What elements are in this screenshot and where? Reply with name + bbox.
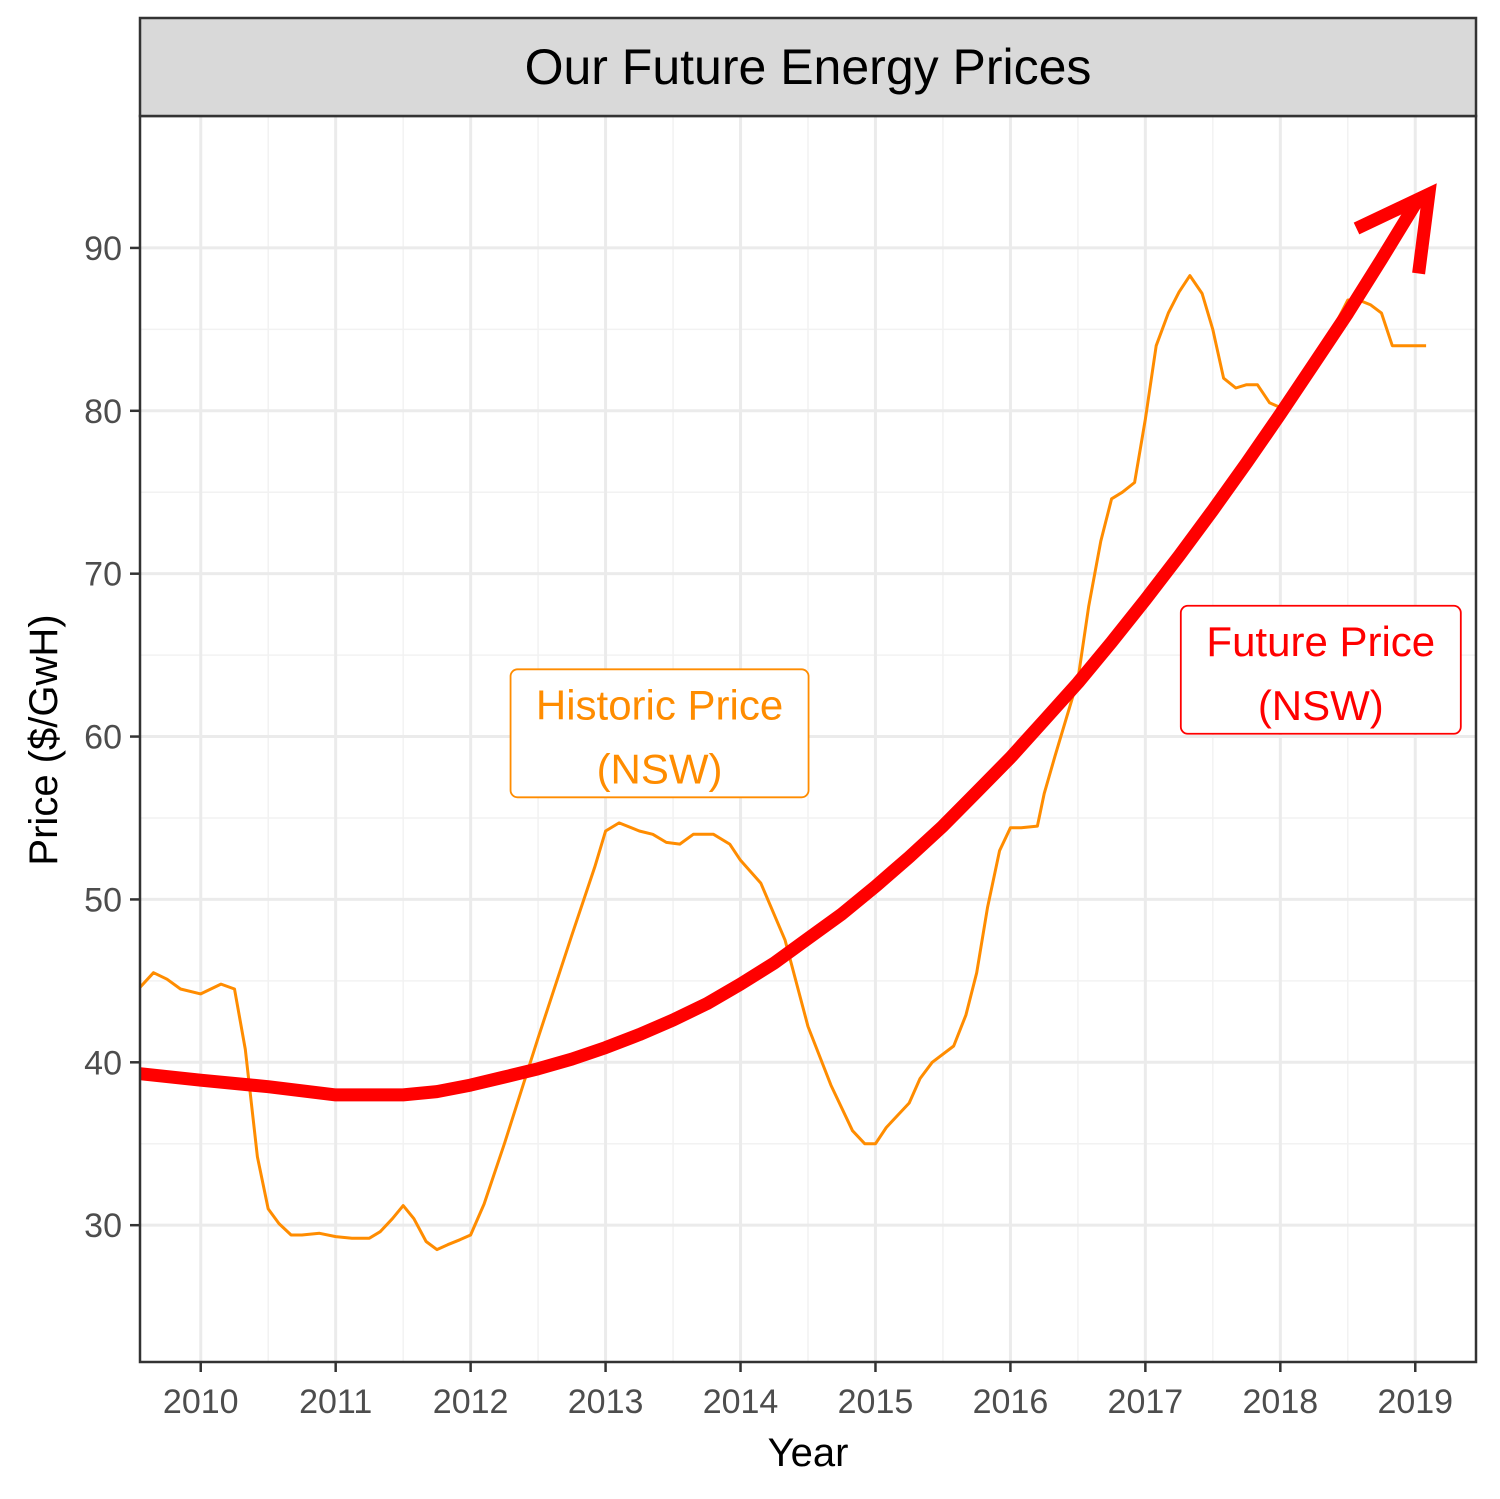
x-tick-label: 2017 xyxy=(1108,1383,1184,1421)
future-price-arrowhead xyxy=(1353,183,1437,275)
y-tick-label: 80 xyxy=(84,393,122,431)
y-axis: 30 40 50 60 70 80 90 xyxy=(84,230,140,1245)
y-tick-label: 90 xyxy=(84,230,122,268)
x-axis-title: Year xyxy=(768,1431,849,1475)
x-tick-label: 2016 xyxy=(973,1383,1049,1421)
x-tick-label: 2010 xyxy=(163,1383,239,1421)
annotation-box xyxy=(509,668,810,799)
series-layer xyxy=(138,183,1437,1252)
y-tick-label: 30 xyxy=(84,1207,122,1245)
x-tick-label: 2011 xyxy=(299,1383,372,1421)
annotations: Historic Price (NSW) Future Price (NSW) xyxy=(509,604,1462,799)
annotation-box xyxy=(1179,604,1462,735)
future-price-curve xyxy=(139,188,1433,1102)
annotation-line2: (NSW) xyxy=(597,745,723,792)
title-strip xyxy=(138,16,1478,118)
annotation-line1: Future Price xyxy=(1206,618,1435,665)
x-tick-label: 2018 xyxy=(1243,1383,1319,1421)
x-tick-label: 2012 xyxy=(433,1383,509,1421)
historic-price-line xyxy=(138,274,1427,1252)
annotation-line1: Historic Price xyxy=(536,681,783,728)
x-tick-label: 2019 xyxy=(1377,1383,1453,1421)
x-tick-label: 2015 xyxy=(838,1383,914,1421)
annotation-line2: (NSW) xyxy=(1258,682,1384,729)
y-tick-label: 50 xyxy=(84,881,122,919)
y-tick-label: 60 xyxy=(84,719,122,757)
x-tick-label: 2013 xyxy=(568,1383,644,1421)
y-axis-title: Price ($/GwH) xyxy=(22,614,66,865)
x-axis: 2010 2011 2012 2013 2014 2015 2016 2017 2018 2019 xyxy=(163,1362,1453,1421)
chart-title: Our Future Energy Prices xyxy=(525,39,1092,95)
y-tick-label: 40 xyxy=(84,1044,122,1082)
y-tick-label: 70 xyxy=(84,556,122,594)
x-tick-label: 2014 xyxy=(703,1383,779,1421)
